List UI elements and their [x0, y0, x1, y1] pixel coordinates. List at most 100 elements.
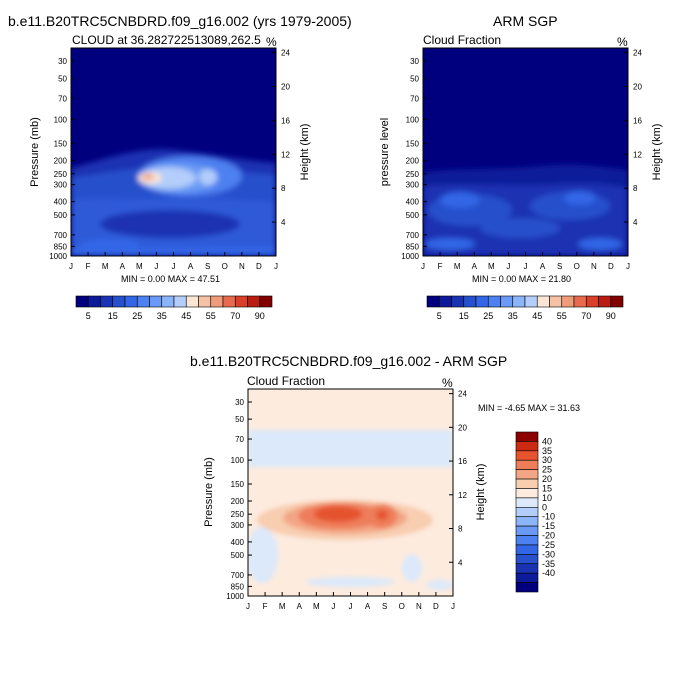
- x-tick-label: O: [574, 262, 580, 271]
- colorbar-label: 15: [542, 483, 552, 493]
- x-tick-label: M: [279, 602, 286, 611]
- colorbar-label: 25: [542, 465, 552, 475]
- y-right-tick-label: 8: [281, 184, 286, 193]
- y-tick-label: 300: [231, 521, 245, 530]
- colorbar-label: 90: [606, 311, 616, 321]
- y-tick-label: 200: [231, 497, 245, 506]
- colorbar-box: [87, 295, 101, 308]
- colorbar-box: [210, 295, 224, 308]
- y-right-tick-label: 16: [281, 116, 290, 125]
- colorbar-box: [573, 295, 587, 308]
- x-tick-label: J: [421, 262, 425, 271]
- colorbar-box: [512, 295, 526, 308]
- y-tick-label: 400: [231, 538, 245, 547]
- y-right-tick-label: 20: [633, 83, 642, 92]
- colorbar-box: [515, 572, 539, 583]
- x-tick-label: D: [433, 602, 439, 611]
- colorbar-box: [585, 295, 599, 308]
- colorbar-box: [515, 525, 539, 536]
- x-tick-label: N: [239, 262, 245, 271]
- y-tick-label: 100: [231, 456, 245, 465]
- x-tick-label: J: [274, 262, 278, 271]
- colorbar-box: [598, 295, 612, 308]
- panel3-stats: MIN = -4.65 MAX = 31.63: [478, 403, 581, 413]
- colorbar-label: 70: [581, 311, 591, 321]
- y-tick-label: 70: [410, 94, 419, 103]
- y-tick-label: 200: [54, 157, 68, 166]
- colorbar-box: [515, 582, 539, 593]
- x-tick-label: D: [256, 262, 262, 271]
- x-tick-label: A: [365, 602, 371, 611]
- colorbar-label: 35: [508, 311, 518, 321]
- x-tick-label: O: [222, 262, 228, 271]
- y-right-tick-label: 8: [458, 525, 463, 534]
- y-tick-label: 300: [54, 181, 68, 190]
- colorbar-box: [515, 431, 539, 442]
- colorbar-box: [100, 295, 114, 308]
- x-tick-label: J: [626, 262, 630, 271]
- panel2-ylabel-right: Height (km): [651, 124, 663, 181]
- panel1-right-string: %: [266, 35, 277, 49]
- colorbar-label: 5: [86, 311, 91, 321]
- y-tick-label: 700: [54, 231, 68, 240]
- y-tick-label: 850: [54, 242, 68, 251]
- colorbar-label: 90: [255, 311, 265, 321]
- y-tick-label: 250: [54, 170, 68, 179]
- colorbar-box: [75, 295, 89, 308]
- y-right-tick-label: 4: [458, 558, 463, 567]
- colorbar-box: [524, 295, 538, 308]
- x-tick-label: J: [524, 262, 528, 271]
- panel2-colorbar: 5 15 25 35 45 55 70 90: [426, 295, 624, 321]
- x-tick-label: D: [608, 262, 614, 271]
- panel2-field: [423, 48, 628, 256]
- colorbar-box: [149, 295, 163, 308]
- colorbar-label: -35: [542, 559, 555, 569]
- colorbar-box: [561, 295, 575, 308]
- y-tick-label: 1000: [401, 252, 419, 261]
- x-tick-label: M: [454, 262, 461, 271]
- y-tick-label: 250: [231, 510, 245, 519]
- colorbar-box: [463, 295, 477, 308]
- colorbar-box: [549, 295, 563, 308]
- panel3-plot: J F M A M J J A S O N D J 30 50 70 100 150 200 250 300 400 500…: [203, 388, 487, 611]
- colorbar-box: [515, 478, 539, 489]
- y-right-tick-label: 12: [633, 150, 642, 159]
- x-tick-label: J: [451, 602, 455, 611]
- x-tick-label: N: [591, 262, 597, 271]
- x-tick-label: A: [120, 262, 126, 271]
- y-tick-label: 70: [58, 94, 67, 103]
- y-right-tick-label: 16: [458, 457, 467, 466]
- x-tick-label: J: [154, 262, 158, 271]
- panel1-ylabel: Pressure (mb): [29, 117, 41, 187]
- x-tick-label: J: [506, 262, 510, 271]
- y-right-tick-label: 20: [281, 83, 290, 92]
- colorbar-box: [515, 488, 539, 499]
- x-tick-label: M: [102, 262, 109, 271]
- y-tick-label: 850: [231, 582, 245, 591]
- colorbar-box: [198, 295, 212, 308]
- x-tick-label: F: [263, 602, 268, 611]
- colorbar-label: -20: [542, 531, 555, 541]
- colorbar-label: 70: [230, 311, 240, 321]
- colorbar-label: -30: [542, 549, 555, 559]
- panel1-left-string: CLOUD at 36.282722513089,262.5: [72, 33, 261, 47]
- colorbar-box: [515, 535, 539, 546]
- colorbar-label: 10: [542, 493, 552, 503]
- y-tick-label: 250: [406, 170, 420, 179]
- panel1-stats: MIN = 0.00 MAX = 47.51: [121, 274, 221, 284]
- panel2-ylabel: pressure level: [379, 118, 391, 186]
- y-tick-label: 200: [406, 157, 420, 166]
- x-tick-label: O: [399, 602, 405, 611]
- y-tick-label: 850: [406, 242, 420, 251]
- y-tick-label: 30: [235, 398, 244, 407]
- panel2-stats: MIN = 0.00 MAX = 21.80: [472, 274, 572, 284]
- colorbar-box: [515, 459, 539, 470]
- colorbar-label: 25: [483, 311, 493, 321]
- colorbar-box: [222, 295, 236, 308]
- y-tick-label: 50: [58, 74, 67, 83]
- colorbar-box: [515, 441, 539, 452]
- colorbar-label: -40: [542, 568, 555, 578]
- x-tick-label: F: [86, 262, 91, 271]
- x-tick-label: J: [246, 602, 250, 611]
- y-tick-label: 150: [54, 139, 68, 148]
